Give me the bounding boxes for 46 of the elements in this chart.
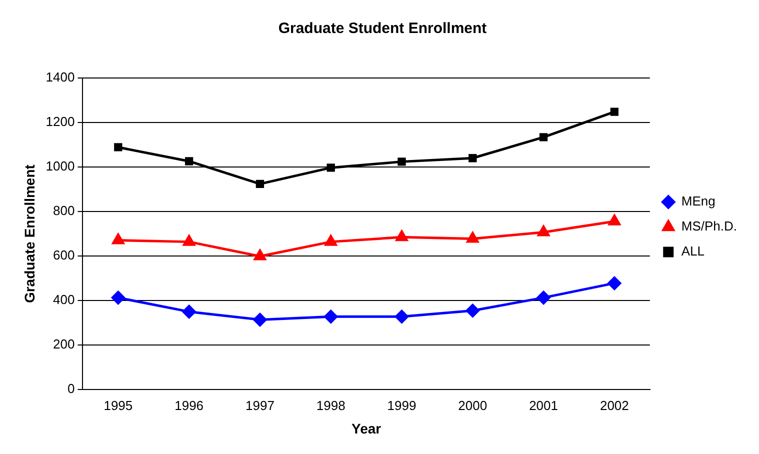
point [538,225,550,236]
legend-label: ALL [681,244,705,259]
point [326,164,335,172]
point [396,230,408,242]
x-tick-label: 1996 [174,398,204,413]
y-tick-label: 0 [67,381,75,396]
point [468,154,477,162]
point [608,214,620,226]
y-tick-label: 400 [53,292,75,308]
x-tick-label: 1995 [104,398,133,413]
point [253,312,267,326]
point [466,232,479,243]
point [112,234,124,244]
point [610,108,619,116]
point [324,235,337,246]
point [114,143,122,152]
point [324,310,338,324]
x-tick-label: 2000 [458,398,488,413]
legend-label: MEng [681,194,716,209]
x-tick-label: 1998 [316,398,346,413]
point [398,158,406,166]
point [254,250,266,260]
y-tick-label: 1200 [46,114,75,130]
chart-title: Graduate Student Enrollment [278,20,487,38]
point [608,276,622,290]
y-tick-label: 200 [53,336,75,352]
y-tick-label: 1000 [46,158,75,174]
point [466,304,480,318]
y-tick-label: 600 [53,248,75,263]
point [183,235,196,246]
point [182,304,196,318]
x-tick-label: 1997 [245,398,274,413]
legend-label: MS/Ph.D. [681,218,737,234]
y-tick-label: 800 [53,203,75,218]
x-tick-label: 1999 [387,398,416,413]
x-tick-label: 2002 [600,398,629,413]
y-tick-label: 1400 [46,70,75,85]
point [539,133,548,142]
x-tick-label: 2001 [529,398,558,413]
y-axis-title: Graduate Enrollment [21,164,38,304]
point [111,290,125,304]
point [256,180,264,188]
point [394,310,408,324]
point [184,157,194,166]
x-axis-title: Year [352,420,382,436]
point [536,290,550,304]
